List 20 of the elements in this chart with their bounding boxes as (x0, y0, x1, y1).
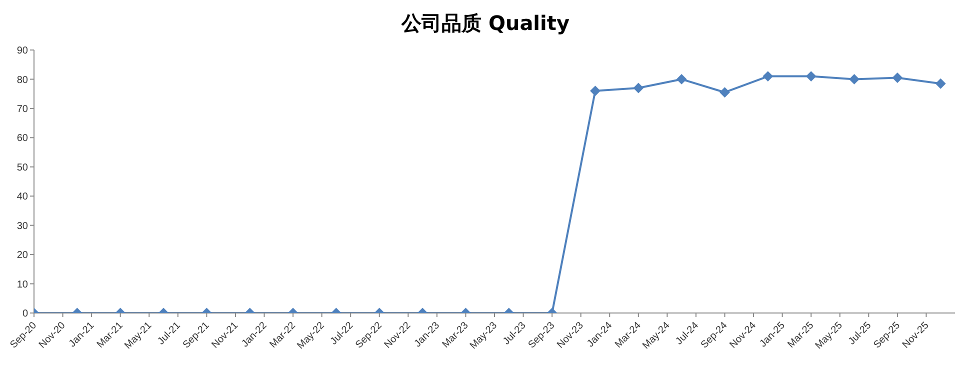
y-tick-label: 50 (16, 162, 28, 174)
point (633, 82, 644, 93)
y-tick-label: 90 (16, 46, 28, 57)
y-tick-label: 10 (16, 279, 28, 290)
point (676, 74, 687, 84)
point (762, 71, 773, 82)
point (936, 78, 946, 89)
y-tick-label: 40 (16, 192, 28, 203)
chart-title: 公司品质 Quality (400, 10, 570, 37)
point (806, 71, 816, 82)
point (590, 86, 600, 96)
point (720, 87, 730, 98)
y-tick-label: 80 (16, 74, 28, 86)
point (892, 72, 902, 83)
y-tick-label: 0 (22, 308, 28, 320)
point (849, 74, 860, 84)
y-tick-label: 30 (16, 220, 28, 232)
y-tick-label: 60 (16, 133, 28, 144)
y-tick-label: 20 (16, 250, 28, 262)
y-tick-label: 70 (16, 104, 28, 115)
